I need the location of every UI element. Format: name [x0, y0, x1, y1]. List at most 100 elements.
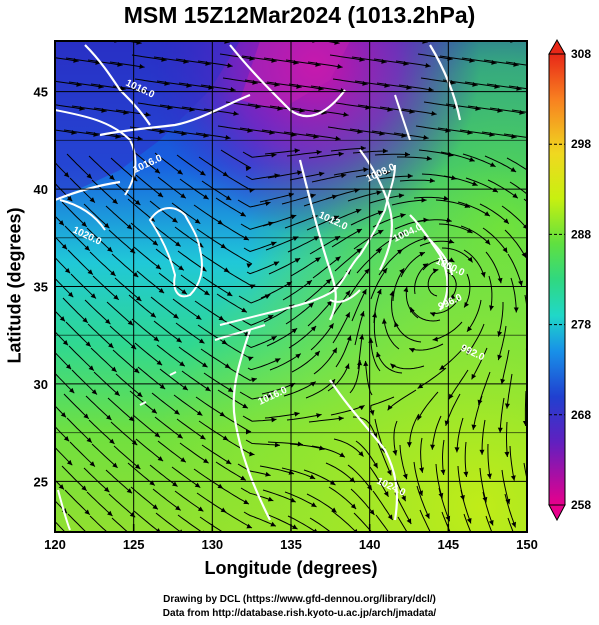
streamline	[416, 485, 430, 519]
streamline	[283, 131, 319, 138]
streamline	[200, 84, 236, 91]
streamline-arrow	[109, 174, 115, 180]
streamline	[333, 168, 369, 176]
streamline-arrow	[270, 241, 277, 247]
streamline	[332, 78, 368, 85]
streamline	[158, 272, 188, 295]
streamline	[354, 80, 390, 87]
streamline	[284, 491, 317, 508]
streamline	[308, 153, 344, 159]
streamline-arrow	[178, 265, 184, 271]
streamline-arrow	[528, 492, 533, 498]
streamline	[217, 125, 253, 132]
streamline-arrow	[404, 151, 410, 157]
streamline	[328, 209, 362, 224]
streamline-arrow	[540, 299, 545, 304]
streamline-arrow	[290, 497, 296, 503]
x-axis: 120 125 130 135 140 145 150	[44, 524, 538, 552]
streamline	[533, 271, 544, 304]
streamline-arrow	[267, 393, 273, 399]
streamline-arrow	[484, 211, 490, 217]
streamline-arrow	[377, 230, 384, 235]
streamline-arrow	[504, 403, 510, 409]
streamline-arrow	[344, 363, 350, 370]
streamline-arrow	[105, 318, 111, 325]
streamline	[171, 466, 201, 489]
streamline	[504, 229, 527, 259]
streamline-arrow	[267, 315, 274, 320]
streamline-arrow	[471, 373, 477, 380]
streamline	[349, 33, 384, 38]
streamline	[334, 248, 363, 272]
streamline-arrow	[107, 246, 113, 252]
streamline-arrow	[66, 195, 73, 202]
streamline	[348, 268, 370, 298]
streamline	[506, 373, 513, 409]
streamline	[415, 125, 451, 132]
streamline-arrow	[273, 547, 279, 552]
streamline	[445, 393, 461, 427]
streamline	[331, 510, 357, 532]
streamline-arrow	[294, 411, 300, 417]
streamline	[215, 461, 247, 481]
streamline	[247, 358, 281, 371]
streamline-arrow	[222, 435, 229, 441]
streamline-arrow	[318, 171, 325, 177]
streamline	[247, 536, 278, 552]
streamline	[108, 229, 136, 254]
x-tick-label: 125	[123, 537, 145, 552]
colorbar-tick-label: 268	[571, 408, 591, 422]
streamline-arrow	[356, 248, 362, 254]
map-title: MSM 15Z12Mar2024 (1013.2hPa)	[123, 2, 476, 28]
streamline	[215, 197, 247, 217]
streamline	[242, 415, 277, 422]
streamline	[196, 492, 227, 513]
streamline	[288, 325, 317, 349]
streamline-arrow	[126, 488, 133, 494]
streamline	[400, 251, 426, 278]
streamline-arrow	[418, 490, 423, 496]
streamline-arrow	[535, 64, 540, 69]
streamline	[289, 172, 325, 181]
streamline-arrow	[531, 172, 536, 177]
streamline-arrow	[425, 62, 431, 68]
streamline	[55, 161, 70, 178]
streamline	[152, 224, 181, 247]
streamline-arrow	[134, 463, 141, 470]
streamline	[175, 322, 205, 344]
streamline-arrow	[328, 323, 334, 329]
streamline	[526, 487, 527, 489]
streamline	[335, 335, 352, 368]
streamline	[393, 132, 429, 139]
streamline	[247, 103, 283, 110]
streamline-arrow	[63, 172, 70, 178]
streamline-arrow	[518, 280, 523, 287]
streamline-arrow	[448, 238, 455, 244]
streamline	[91, 179, 118, 205]
streamline-arrow	[533, 515, 538, 521]
streamline-arrow	[113, 294, 119, 300]
streamline	[371, 130, 407, 137]
streamline-arrow	[250, 547, 256, 551]
streamline	[483, 59, 519, 66]
streamline	[246, 261, 280, 275]
streamline	[330, 404, 365, 416]
streamline	[180, 274, 210, 296]
streamline-arrow	[440, 469, 446, 475]
streamline	[370, 396, 395, 416]
streamline-arrow	[225, 195, 232, 201]
streamline	[313, 347, 338, 375]
streamline-arrow	[369, 409, 375, 416]
streamline-arrow	[544, 245, 549, 251]
streamline-arrow	[358, 451, 364, 457]
streamline	[109, 325, 137, 350]
streamline	[176, 418, 206, 440]
streamline-arrow	[502, 247, 508, 253]
streamline	[327, 31, 362, 36]
streamline-arrow	[227, 387, 234, 392]
streamline	[241, 314, 274, 326]
streamline	[66, 153, 93, 179]
streamline	[437, 32, 472, 37]
streamline-arrow	[561, 540, 566, 546]
streamline	[463, 513, 472, 532]
